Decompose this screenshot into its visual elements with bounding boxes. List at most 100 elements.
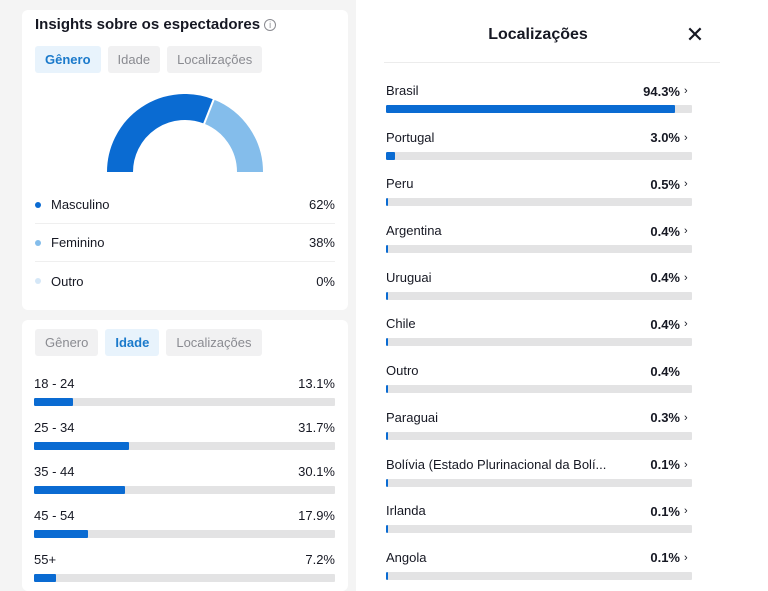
- gender-insights-card: Insights sobre os espectadores i Gênero …: [22, 10, 348, 310]
- location-label: Angola: [386, 549, 427, 565]
- location-percentage: 0.4%: [650, 223, 680, 239]
- location-label: Uruguai: [386, 269, 432, 285]
- legend-dot-outro: [35, 278, 41, 284]
- age-group-bar-fill: [34, 530, 88, 538]
- chevron-right-icon[interactable]: ›: [684, 85, 688, 97]
- insights-title: Insights sobre os espectadores i: [35, 16, 277, 33]
- close-icon[interactable]: ✕: [685, 22, 705, 47]
- chevron-right-icon[interactable]: ›: [684, 318, 688, 331]
- location-bar-fill: [386, 291, 388, 300]
- age-group-bar-track: [34, 530, 335, 538]
- gender-legend: Masculino 62% Feminino 38% Outro 0%: [35, 186, 335, 300]
- location-label: Chile: [386, 316, 416, 332]
- location-bar-fill: [386, 245, 388, 254]
- location-value: 0.4% ›: [650, 223, 692, 239]
- location-bar-track: [386, 291, 692, 300]
- location-label: Brasil: [386, 83, 419, 98]
- location-value: 0.1% ›: [650, 503, 692, 519]
- tab-localizacoes[interactable]: Localizações: [167, 46, 263, 73]
- location-label: Peru: [386, 176, 414, 192]
- location-row[interactable]: Chile 0.4% ›: [386, 316, 692, 363]
- location-percentage: 94.3%: [643, 83, 680, 99]
- location-row[interactable]: Brasil 94.3% ›: [386, 83, 692, 130]
- age-group-bar-track: [34, 442, 335, 450]
- location-bar-fill: [386, 431, 388, 440]
- location-label: Portugal: [386, 129, 435, 145]
- tab-idade[interactable]: Idade: [107, 46, 161, 73]
- gender-donut-chart: [107, 94, 263, 173]
- chevron-right-icon[interactable]: ›: [684, 225, 688, 238]
- age-group-label: 45 - 54: [34, 508, 75, 523]
- location-row[interactable]: Argentina 0.4% ›: [386, 223, 692, 270]
- location-bar-track: [386, 245, 692, 254]
- location-row[interactable]: Paraguai 0.3% ›: [386, 410, 692, 457]
- chevron-right-icon[interactable]: ›: [684, 505, 688, 518]
- location-value: 0.1% ›: [650, 457, 692, 473]
- info-icon[interactable]: i: [264, 18, 277, 31]
- location-row[interactable]: Angola 0.1% ›: [386, 550, 692, 591]
- location-bar-fill: [386, 525, 388, 534]
- age-card-tabs: Gênero Idade Localizações: [35, 329, 262, 356]
- location-percentage: 0.4%: [650, 363, 680, 379]
- chevron-right-icon[interactable]: ›: [684, 271, 688, 284]
- location-bar-track: [386, 478, 692, 487]
- location-value: 3.0% ›: [650, 130, 692, 146]
- donut-separator: [202, 98, 216, 125]
- location-value: 0.4%: [650, 363, 692, 379]
- insights-title-text: Insights sobre os espectadores: [35, 16, 261, 33]
- age-group-bar-fill: [34, 574, 56, 582]
- legend-label-outro: Outro: [51, 273, 84, 289]
- location-percentage: 0.1%: [650, 550, 680, 566]
- legend-dot-masculino: [35, 201, 41, 208]
- locations-list: Brasil 94.3% › Portugal 3.0% › Peru 0.5% › Argent…: [386, 83, 692, 591]
- legend-label-feminino: Feminino: [51, 235, 105, 250]
- location-row[interactable]: Irlanda 0.1% ›: [386, 503, 692, 550]
- location-bar-track: [386, 338, 692, 347]
- location-label: Bolívia (Estado Plurinacional da Bolí...: [386, 456, 607, 472]
- age-group-bar-track: [34, 574, 335, 582]
- tab-idade[interactable]: Idade: [105, 329, 160, 356]
- header-divider: [384, 62, 720, 63]
- location-bar-track: [386, 105, 692, 113]
- age-group-label: 18 - 24: [34, 376, 75, 391]
- age-group-value: 7.2%: [305, 552, 335, 568]
- legend-value-feminino: 38%: [308, 235, 335, 250]
- legend-value-outro: 0%: [316, 273, 335, 289]
- chevron-right-icon[interactable]: ›: [684, 131, 688, 144]
- chevron-right-icon[interactable]: ›: [684, 411, 688, 424]
- age-group-value: 31.7%: [298, 420, 335, 436]
- location-bar-fill: [386, 151, 396, 160]
- tab-localizacoes[interactable]: Localizações: [166, 329, 262, 356]
- location-percentage: 0.1%: [650, 503, 680, 519]
- age-group-label: 25 - 34: [34, 420, 75, 435]
- location-percentage: 0.4%: [650, 316, 680, 332]
- location-bar-track: [386, 385, 692, 394]
- tab-genero[interactable]: Gênero: [35, 329, 99, 356]
- location-row[interactable]: Bolívia (Estado Plurinacional da Bolí...…: [386, 457, 692, 504]
- location-label: Paraguai: [386, 409, 439, 425]
- tab-genero[interactable]: Gênero: [35, 46, 101, 73]
- location-label: Argentina: [386, 223, 442, 239]
- location-bar-fill: [386, 338, 388, 347]
- legend-label-masculino: Masculino: [51, 197, 110, 212]
- chevron-right-icon[interactable]: ›: [684, 178, 688, 191]
- location-value: 0.3% ›: [650, 410, 692, 426]
- location-row[interactable]: Peru 0.5% ›: [386, 176, 692, 223]
- chevron-right-icon[interactable]: ›: [684, 458, 688, 471]
- locations-panel: Localizações ✕ Brasil 94.3% › Portugal 3.0% ›…: [356, 0, 768, 591]
- location-bar-track: [386, 198, 692, 207]
- donut-segment-masculino: [107, 94, 214, 173]
- age-group-percentage: 13.1%: [298, 376, 335, 391]
- location-row[interactable]: Uruguai 0.4% ›: [386, 270, 692, 317]
- location-row[interactable]: Portugal 3.0% ›: [386, 130, 692, 177]
- location-bar-fill: [386, 105, 675, 113]
- chevron-right-icon[interactable]: ›: [684, 551, 688, 564]
- age-group-value: 30.1%: [298, 464, 335, 480]
- location-percentage: 0.3%: [650, 410, 680, 426]
- legend-dot-feminino: [35, 239, 41, 246]
- location-bar-fill: [386, 478, 388, 487]
- age-group-bar-track: [34, 398, 335, 406]
- age-group-percentage: 31.7%: [298, 420, 335, 435]
- age-group-percentage: 30.1%: [298, 464, 335, 479]
- location-percentage: 3.0%: [650, 130, 680, 146]
